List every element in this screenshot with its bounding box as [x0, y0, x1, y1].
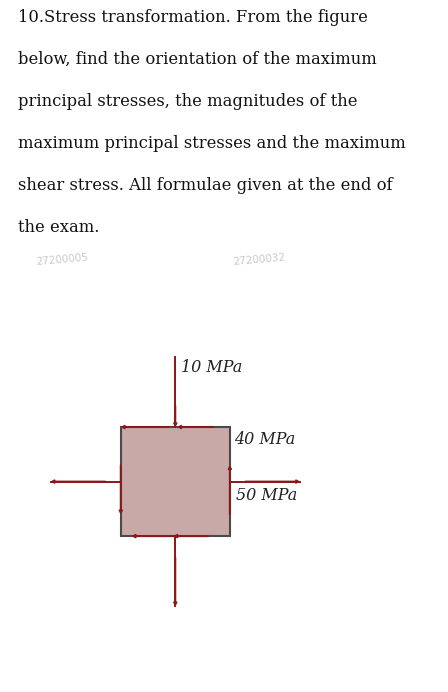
Text: 50 MPa: 50 MPa	[236, 487, 297, 504]
Text: 10.Stress transformation. From the figure: 10.Stress transformation. From the figur…	[18, 9, 368, 26]
Text: below, find the orientation of the maximum: below, find the orientation of the maxim…	[18, 51, 377, 68]
Text: the exam.: the exam.	[18, 219, 99, 237]
Text: principal stresses, the magnitudes of the: principal stresses, the magnitudes of th…	[18, 93, 358, 110]
Text: 10 MPa: 10 MPa	[181, 359, 242, 376]
Text: 40 MPa: 40 MPa	[234, 431, 296, 448]
Text: 27200032: 27200032	[233, 253, 286, 267]
Text: shear stress. All formulae given at the end of: shear stress. All formulae given at the …	[18, 177, 392, 194]
Text: 27200005: 27200005	[36, 253, 89, 267]
Polygon shape	[121, 427, 230, 536]
Text: maximum principal stresses and the maximum: maximum principal stresses and the maxim…	[18, 135, 406, 152]
